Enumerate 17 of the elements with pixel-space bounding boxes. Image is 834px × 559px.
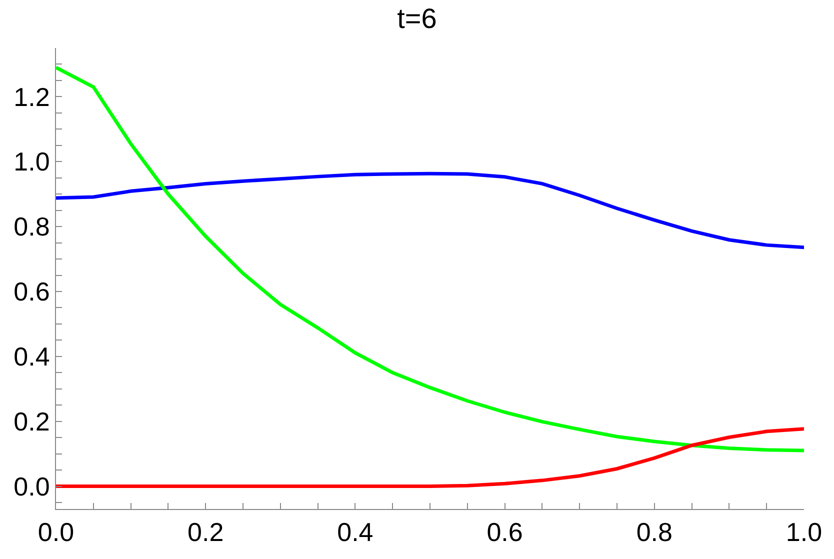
y-tick-label: 0.2 [14, 406, 50, 436]
chart-title: t=6 [397, 2, 437, 34]
y-tick-label: 0.4 [14, 342, 50, 372]
y-tick-label: 0.8 [14, 212, 50, 242]
y-tick-label: 1.2 [14, 82, 50, 112]
y-tick-label: 0.6 [14, 276, 50, 307]
line-series [56, 172, 804, 250]
x-tick-label: 0.6 [486, 517, 523, 548]
x-tick-label: 0.8 [636, 517, 672, 548]
x-tick-label: 0.2 [188, 517, 224, 548]
line-series [56, 427, 804, 488]
y-tick-label: 0.0 [14, 471, 50, 502]
y-tick-label: 1.0 [14, 146, 50, 177]
x-tick-label: 1.0 [786, 517, 822, 548]
x-tick-label: 0.0 [38, 517, 74, 548]
line-series [56, 66, 804, 452]
x-tick-label: 0.4 [337, 517, 374, 548]
